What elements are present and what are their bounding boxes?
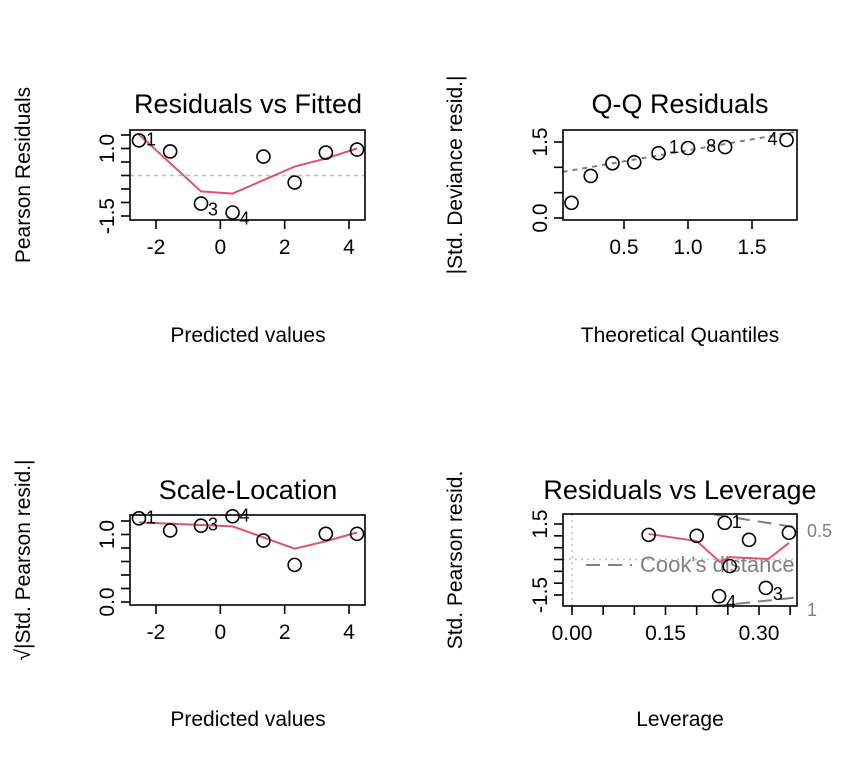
y-tick-label: 1.5 (529, 127, 552, 156)
plot-frame (562, 129, 798, 221)
x-tick-label: 4 (343, 236, 355, 259)
data-point (717, 139, 733, 155)
data-point (779, 132, 794, 148)
data-point (131, 510, 147, 526)
x-tick-label: 0.15 (645, 622, 686, 645)
data-point (318, 145, 334, 160)
data-point (287, 175, 302, 190)
panel-residuals-vs-leverage: Residuals vs Leverage Leverage Std. Pear… (444, 471, 832, 731)
data-point (287, 557, 302, 573)
panel-title: Scale-Location (159, 475, 338, 505)
x-tick-label: 0.00 (552, 622, 593, 645)
smooth-line (648, 532, 790, 564)
cooks-distance-contour (713, 514, 797, 529)
x-tick-label: 2 (279, 621, 291, 644)
data-point (626, 154, 642, 170)
x-axis-label: Predicted values (170, 324, 325, 347)
data-point (717, 515, 733, 531)
panel-title: Q-Q Residuals (591, 89, 768, 119)
data-point (583, 168, 599, 184)
point-label: 4 (726, 592, 736, 612)
x-axis-label: Leverage (636, 708, 724, 731)
data-point (318, 526, 334, 542)
panel-scale-location: Scale-Location Predicted values √|Std. P… (12, 459, 366, 731)
data-point (162, 144, 178, 159)
x-tick-label: -2 (147, 236, 166, 259)
y-tick-label: 1.0 (96, 134, 119, 163)
smooth-line (138, 133, 358, 195)
point-label: 8 (706, 136, 716, 156)
data-point (349, 142, 365, 157)
cooks-contour-label: 0.5 (807, 521, 832, 541)
x-axis-label: Theoretical Quantiles (581, 324, 779, 347)
plot-area (138, 521, 358, 550)
x-tick-label: 1.0 (673, 236, 702, 259)
point-label: 4 (768, 129, 778, 149)
data-point (225, 205, 240, 220)
data-point (689, 528, 704, 544)
x-axis-label: Predicted values (170, 708, 325, 731)
point-label: 1 (146, 507, 156, 527)
data-point (193, 196, 209, 211)
panel-residuals-vs-fitted: Residuals vs Fitted Predicted values Pea… (12, 87, 366, 347)
data-point (680, 140, 696, 156)
plot-frame (129, 514, 366, 606)
x-tick-label: 0 (214, 621, 226, 644)
y-axis-label: Std. Pearson resid. (444, 471, 467, 650)
panel-title: Residuals vs Fitted (134, 89, 362, 119)
plot-area (130, 133, 365, 195)
x-tick-label: -2 (147, 621, 166, 644)
panel-qq-residuals: Q-Q Residuals Theoretical Quantiles |Std… (444, 76, 798, 347)
y-axis-label: √|Std. Pearson resid.| (12, 459, 35, 660)
data-point (256, 149, 271, 164)
y-axis-label: |Std. Deviance resid.| (444, 76, 467, 275)
data-point (193, 518, 209, 534)
data-point (651, 145, 666, 161)
data-point (741, 532, 757, 548)
cooks-contour-label: 1 (807, 600, 817, 620)
x-tick-label: 4 (343, 621, 355, 644)
qq-reference-line (563, 130, 796, 173)
y-tick-label: 0.0 (529, 203, 552, 232)
x-tick-label: 0.30 (739, 622, 780, 645)
y-tick-label: -1.5 (96, 198, 119, 234)
plot-area: Cook's distance (563, 514, 797, 606)
data-point (256, 533, 271, 548)
legend-cooks-distance: Cook's distance (640, 552, 795, 577)
point-label: 3 (208, 515, 218, 535)
point-label: 1 (732, 512, 742, 532)
x-tick-label: 0 (214, 236, 226, 259)
panel-title: Residuals vs Leverage (543, 475, 816, 505)
data-point (711, 588, 727, 604)
data-point (781, 525, 797, 541)
y-axis-label: Pearson Residuals (12, 87, 35, 263)
x-tick-label: 1.5 (737, 236, 766, 259)
data-point (758, 580, 774, 596)
data-point (641, 527, 656, 543)
data-point (162, 523, 178, 538)
data-point (225, 508, 240, 524)
data-point (605, 155, 620, 171)
y-tick-label: 1.0 (96, 520, 119, 549)
y-tick-label: 1.5 (529, 509, 552, 538)
y-tick-label: 0.0 (96, 587, 119, 616)
data-point (349, 526, 365, 542)
smooth-line (138, 521, 358, 550)
data-point (564, 195, 579, 211)
plot-area (563, 130, 796, 173)
x-tick-label: 0.5 (609, 236, 638, 259)
data-point (722, 558, 738, 574)
point-label: 1 (146, 129, 156, 149)
y-tick-label: -1.5 (529, 577, 552, 613)
point-label: 1 (669, 137, 679, 157)
point-label: 4 (240, 208, 250, 228)
cooks-distance-contour (714, 596, 797, 606)
point-label: 3 (773, 584, 783, 604)
data-point (131, 133, 147, 148)
x-tick-label: 2 (279, 236, 291, 259)
point-label: 3 (208, 200, 218, 220)
